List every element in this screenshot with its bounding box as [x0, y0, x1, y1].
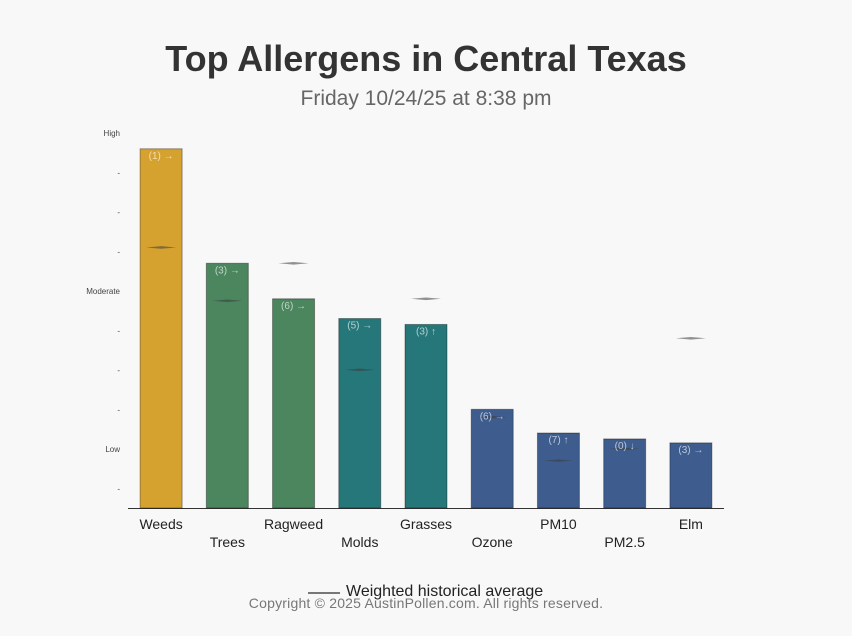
bar-data-label: (0) ↓ — [615, 441, 635, 452]
chart-legend: Weighted historical average — [308, 583, 543, 601]
historical-average-marker — [212, 299, 243, 303]
y-tick-label: - — [117, 247, 120, 256]
y-tick-label: High — [104, 129, 120, 138]
bar-grasses — [404, 323, 448, 509]
bar-data-label: (6) → — [281, 301, 306, 312]
bar-ragweed — [272, 298, 316, 509]
x-tick-label: PM10 — [540, 516, 577, 532]
x-tick-label: PM2.5 — [604, 534, 645, 550]
legend-line-icon — [308, 592, 340, 594]
chart-subtitle: Friday 10/24/25 at 8:38 pm — [300, 87, 552, 110]
historical-average-marker — [278, 261, 309, 265]
copyright-text: Copyright © 2025 AustinPollen.com. All r… — [248, 595, 604, 611]
bar-data-label: (3) → — [215, 265, 240, 276]
x-tick-label: Grasses — [400, 516, 452, 532]
historical-average-marker — [675, 336, 706, 340]
x-tick-label: Ragweed — [264, 516, 323, 532]
historical-average-marker — [477, 415, 508, 419]
x-tick-label: Ozone — [472, 534, 513, 550]
historical-average-marker — [543, 459, 574, 462]
bar-data-label: (6) → — [480, 411, 505, 422]
bar-data-label: (1) → — [149, 151, 174, 162]
historical-average-marker — [411, 297, 441, 301]
y-tick-label: - — [117, 168, 120, 177]
x-tick-label: Weeds — [139, 516, 182, 532]
historical-average-marker — [146, 246, 177, 249]
y-tick-label: - — [117, 326, 120, 335]
bar-molds — [338, 318, 382, 509]
y-tick-label: - — [117, 208, 120, 217]
y-tick-label: Moderate — [86, 287, 120, 296]
y-tick-label: - — [117, 366, 120, 375]
chart-title: Top Allergens in Central Texas — [165, 38, 687, 79]
bar-data-label: (3) ↑ — [416, 326, 436, 337]
y-tick-label: - — [117, 484, 120, 493]
historical-average-marker — [344, 368, 375, 372]
bar-trees — [205, 262, 249, 509]
legend-label: Weighted historical average — [346, 583, 544, 600]
bar-weeds — [139, 148, 183, 509]
y-tick-label: Low — [105, 445, 120, 454]
x-tick-label: Trees — [210, 534, 245, 550]
historical-average-marker — [609, 447, 640, 451]
bar-data-label: (7) ↑ — [548, 435, 568, 446]
x-tick-label: Molds — [341, 534, 378, 550]
bar-data-label: (5) → — [347, 321, 372, 332]
bar-pm10 — [536, 432, 580, 509]
bar-ozone — [470, 408, 514, 509]
y-tick-label: - — [117, 405, 120, 414]
x-tick-label: Elm — [679, 516, 703, 532]
bar-elm — [669, 442, 713, 509]
bar-pm25 — [603, 438, 647, 509]
bar-data-label: (3) → — [678, 445, 703, 456]
